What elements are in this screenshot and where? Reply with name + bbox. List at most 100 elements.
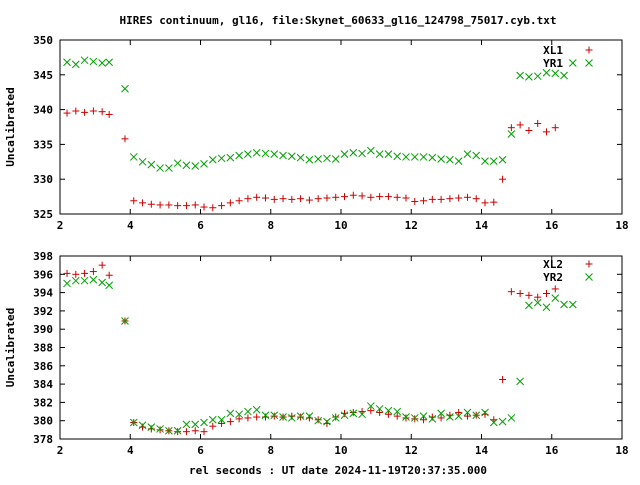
bottom-point-yr2 [305,412,314,420]
bottom-point-yr2 [525,301,533,310]
bottom-point-yr2 [182,420,191,429]
bottom-point-xl2 [191,427,199,435]
bottom-point-yr2 [98,278,107,287]
top-point-yr1 [568,59,577,67]
top-point-yr1 [226,153,235,162]
bottom-point-xl2 [105,271,113,279]
bottom-point-yr2 [437,409,445,418]
bottom-point-yr2 [481,408,489,417]
bottom-point-yr2 [542,303,551,312]
bottom-x-tick-label: 8 [267,444,274,457]
top-point-yr1 [165,164,173,172]
top-point-xl1 [165,201,173,209]
top-point-yr1 [173,159,182,168]
bottom-y-tick-label: 392 [33,305,53,318]
top-point-xl1 [279,195,287,203]
bottom-y-tick-label: 398 [33,250,53,263]
bottom-point-xl2 [89,268,97,276]
bottom-point-yr2 [331,414,340,422]
bottom-point-yr2 [533,298,542,307]
bottom-point-yr2 [147,423,156,431]
top-point-yr1 [121,84,129,93]
top-point-yr1 [533,72,542,81]
bottom-point-xl2 [349,408,357,416]
top-point-yr1 [279,151,287,160]
bottom-y-axis-title: Uncalibrated [4,308,17,387]
top-point-xl1 [209,204,217,212]
top-point-xl1 [98,108,106,116]
bottom-point-xl2 [402,414,410,422]
bottom-point-yr2 [226,409,235,418]
top-point-xl1 [156,201,164,209]
top-x-tick-label: 2 [57,219,64,232]
bottom-point-xl2 [542,290,550,298]
bottom-point-yr2 [279,413,287,421]
bottom-point-xl2 [98,261,106,269]
bottom-point-yr2 [105,281,114,290]
bottom-point-xl2 [525,291,533,299]
top-point-xl1 [420,197,428,205]
bottom-point-yr2 [138,421,147,430]
top-point-yr1 [208,155,217,164]
top-point-yr1 [551,69,560,78]
bottom-point-yr2 [296,412,305,420]
top-point-yr1 [182,161,191,170]
bottom-point-xl2 [174,428,182,436]
top-point-xl1 [463,193,471,201]
bottom-y-tick-label: 390 [33,323,53,336]
bottom-point-xl2 [507,288,515,296]
top-point-yr1 [296,153,305,162]
bottom-point-yr2 [287,414,296,422]
page-title: HIRES continuum, gl16, file:Skynet_60633… [119,14,556,27]
top-series-yr1 [63,56,577,172]
top-point-xl1 [367,193,375,201]
top-point-xl1 [253,193,261,201]
top-point-yr1 [516,71,524,80]
top-y-tick-label: 335 [33,138,53,151]
bottom-point-yr2 [89,275,98,284]
bottom-x-tick-label: 2 [57,444,64,457]
top-point-xl1 [244,195,252,203]
bottom-point-yr2 [489,418,498,427]
top-point-xl1 [384,193,392,201]
top-point-xl1 [130,197,138,205]
top-point-yr1 [200,160,208,168]
top-point-yr1 [472,151,481,160]
top-point-xl1 [481,199,489,207]
top-point-yr1 [367,146,375,155]
bottom-point-xl2 [437,414,445,422]
bottom-point-yr2 [419,412,428,420]
bottom-point-xl2 [499,376,507,384]
bottom-point-xl2 [226,418,234,426]
top-point-xl1 [305,196,313,204]
bottom-y-tick-label: 380 [33,415,53,428]
top-point-xl1 [235,197,243,205]
bottom-y-tick-label: 388 [33,342,53,355]
top-legend-marker-xl1 [585,46,593,54]
bottom-legend-label-xl2: XL2 [543,258,563,271]
top-point-xl1 [376,193,384,201]
top-point-yr1 [437,155,445,163]
top-point-yr1 [147,160,156,169]
top-point-xl1 [72,107,80,115]
top-point-xl1 [490,198,498,206]
top-series-xl1 [63,107,559,212]
bottom-point-yr2 [402,413,410,421]
top-point-yr1 [217,154,226,163]
top-y-tick-label: 325 [33,208,53,221]
bottom-point-xl2 [534,293,542,301]
bottom-x-tick-label: 18 [615,444,628,457]
top-point-yr1 [489,157,498,165]
top-y-tick-label: 345 [33,69,53,82]
bottom-point-yr2 [463,408,472,417]
top-point-xl1 [226,199,234,207]
top-point-yr1 [270,150,279,158]
bottom-y-tick-label: 396 [33,268,53,281]
top-x-tick-label: 18 [615,219,628,232]
top-point-xl1 [174,202,182,210]
bottom-point-yr2 [252,405,261,414]
bottom-point-yr2 [507,414,516,422]
top-point-yr1 [63,58,71,67]
top-point-xl1 [455,194,463,202]
